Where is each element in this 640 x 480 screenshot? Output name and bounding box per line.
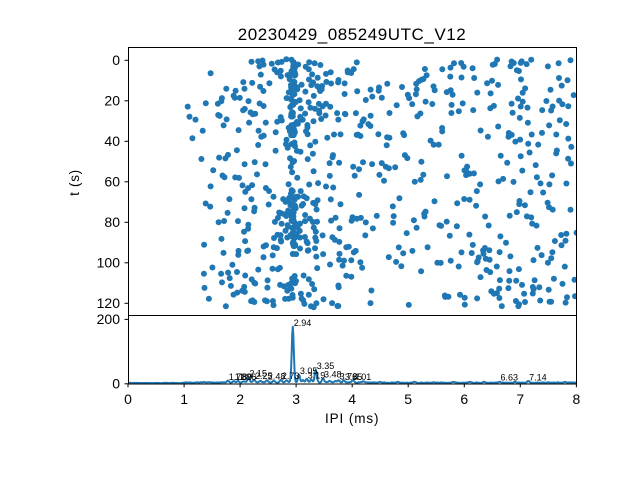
svg-text:60: 60 [104,174,120,190]
svg-text:4.01: 4.01 [354,372,372,382]
svg-text:3.48: 3.48 [324,370,342,380]
svg-text:IPI (ms): IPI (ms) [325,411,379,426]
svg-text:7.14: 7.14 [529,372,547,382]
svg-text:4: 4 [348,391,356,407]
svg-text:0: 0 [112,376,120,392]
svg-text:0: 0 [124,391,132,407]
svg-text:20: 20 [104,93,120,109]
svg-text:t (s): t (s) [67,169,82,196]
svg-text:1.96: 1.96 [239,372,257,382]
svg-text:40: 40 [104,133,120,149]
svg-text:3.76: 3.76 [340,372,358,382]
svg-text:3.85: 3.85 [345,372,363,382]
svg-text:120: 120 [97,295,121,311]
svg-text:2.48: 2.48 [268,372,286,382]
svg-text:2: 2 [236,391,244,407]
svg-text:7: 7 [516,391,524,407]
svg-text:20230429_085249UTC_V12: 20230429_085249UTC_V12 [238,25,467,44]
svg-text:3.05: 3.05 [300,366,318,376]
svg-text:5: 5 [404,391,412,407]
svg-text:80: 80 [104,214,120,230]
svg-text:1.89: 1.89 [235,372,253,382]
svg-text:1: 1 [180,391,188,407]
svg-text:1.78: 1.78 [229,372,247,382]
svg-text:6: 6 [460,391,468,407]
svg-text:3: 3 [292,391,300,407]
svg-text:2.25: 2.25 [255,371,273,381]
svg-text:6.63: 6.63 [501,373,519,383]
svg-text:3.19: 3.19 [308,370,326,380]
svg-text:2.15: 2.15 [249,369,267,379]
svg-text:2.73: 2.73 [282,371,300,381]
svg-text:200: 200 [97,311,121,327]
svg-text:3.35: 3.35 [317,361,335,371]
svg-text:8: 8 [573,391,581,407]
svg-text:2.94: 2.94 [294,318,312,328]
svg-text:100: 100 [97,255,121,271]
svg-text:0: 0 [112,52,120,68]
